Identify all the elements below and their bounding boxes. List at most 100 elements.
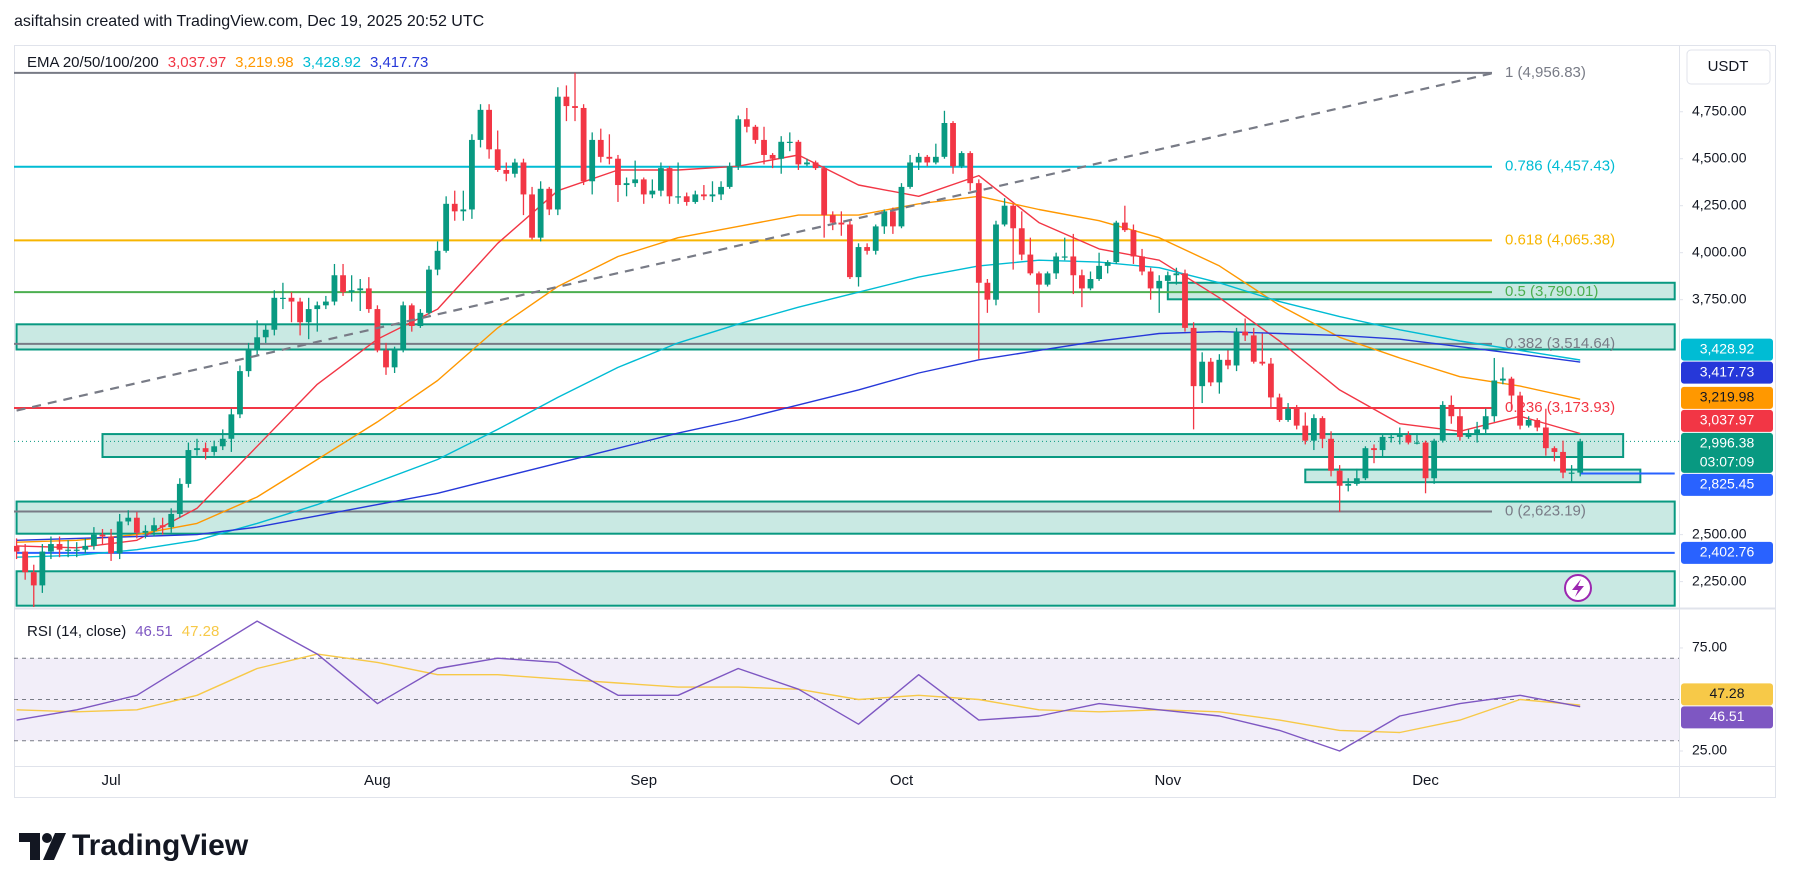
candle-body <box>305 309 312 323</box>
candle-body <box>30 572 37 586</box>
candle-body <box>82 545 89 550</box>
candle-body <box>168 513 175 528</box>
candle-body <box>176 483 183 514</box>
candle-body <box>950 123 956 167</box>
zone <box>15 323 1676 351</box>
x-tick-label: Nov <box>1154 772 1181 789</box>
candle-body <box>554 96 561 210</box>
rsi-legend: RSI (14, close) 46.51 47.28 <box>27 623 219 640</box>
y-tick-label: 2,500.00 <box>1692 525 1747 541</box>
rsi-legend-label: RSI (14, close) <box>27 623 126 640</box>
candle-body <box>769 154 776 159</box>
x-tick-label: Oct <box>890 772 914 789</box>
candle-body <box>1568 472 1575 474</box>
price-badge-label: 2,402.76 <box>1700 544 1755 560</box>
price-badge <box>1681 338 1773 361</box>
fib-label: 0.5 (3,790.01) <box>1505 283 1598 300</box>
candle-body <box>786 141 793 143</box>
candle-body <box>838 222 845 225</box>
candle-body <box>1233 331 1240 366</box>
y-tick-label: 4,000.00 <box>1692 243 1747 259</box>
candle-body <box>597 139 604 157</box>
candle-body <box>211 446 218 452</box>
candle-body <box>700 194 707 197</box>
candle-body <box>340 275 346 293</box>
price-badge-label: 03:07:09 <box>1700 454 1755 470</box>
candle-body <box>1242 331 1249 336</box>
candle-body <box>383 350 389 368</box>
candle-body <box>761 139 767 155</box>
candle-body <box>56 544 63 550</box>
candle-body <box>1379 436 1386 451</box>
candle-body <box>237 371 243 415</box>
ema-line <box>16 259 1581 558</box>
candle-body <box>1491 380 1498 417</box>
ema-legend-value: 3,417.73 <box>370 54 428 71</box>
candle-body <box>331 275 338 302</box>
price-badge-label: 47.28 <box>1709 685 1744 701</box>
ema-line <box>16 195 1581 543</box>
candle-body <box>1508 378 1515 396</box>
alert-icon[interactable] <box>1564 574 1592 602</box>
candle-body <box>1268 363 1274 398</box>
candle-body <box>365 288 372 310</box>
candle-body <box>357 288 364 291</box>
candle-body <box>469 139 475 210</box>
price-badge <box>1681 473 1773 496</box>
candle-body <box>915 156 922 163</box>
price-badge <box>1681 432 1773 473</box>
zone <box>1304 468 1642 484</box>
fib-label: 0.618 (4,065.38) <box>1505 231 1615 248</box>
candle-body <box>142 530 149 533</box>
candle-body <box>39 551 46 586</box>
candle-body <box>795 141 802 165</box>
price-badge-label: 3,428.92 <box>1700 340 1755 356</box>
candle-body <box>288 297 295 302</box>
candle-body <box>563 96 570 107</box>
ema-legend-value: 3,428.92 <box>303 54 361 71</box>
candle-body <box>1525 419 1532 426</box>
candle-body <box>1199 361 1206 387</box>
candle-body <box>486 109 493 150</box>
candle-body <box>1439 404 1446 441</box>
candle-body <box>503 169 510 174</box>
candle-body <box>1104 262 1111 266</box>
candle-body <box>374 309 381 351</box>
fib-label: 0.236 (3,173.93) <box>1505 399 1615 416</box>
candle-body <box>108 536 114 554</box>
currency-button[interactable] <box>1686 49 1771 85</box>
candle-body <box>1259 361 1266 364</box>
price-badge-label: 3,417.73 <box>1700 363 1755 379</box>
candle-body <box>1096 265 1102 280</box>
candle-body <box>1293 408 1300 426</box>
candle-body <box>1310 418 1317 441</box>
fib-label: 1 (4,956.83) <box>1505 64 1586 81</box>
candle-body <box>993 224 999 300</box>
candle-body <box>932 156 939 163</box>
ema-legend-value: 3,037.97 <box>168 54 226 71</box>
candle-body <box>1070 256 1077 276</box>
ema-legend: EMA 20/50/100/200 3,037.97 3,219.98 3,428.9… <box>27 54 428 71</box>
candle-body <box>1113 222 1120 263</box>
y-tick-label: 3,750.00 <box>1692 290 1747 306</box>
candle-body <box>683 196 690 202</box>
candle-body <box>1448 404 1455 417</box>
candle-body <box>511 162 518 174</box>
brand-logo <box>19 833 66 860</box>
candle-body <box>65 549 72 551</box>
alert-bolt <box>1572 579 1584 597</box>
fib-label: 0.382 (3,514.64) <box>1505 335 1615 352</box>
candle-body <box>778 141 785 159</box>
candle-body <box>1079 275 1085 289</box>
candle-body <box>889 211 896 227</box>
candle-body <box>821 168 828 216</box>
candle-body <box>73 549 80 551</box>
rsi-y-tick-label: 75.00 <box>1692 639 1727 655</box>
ema-legend-label: EMA 20/50/100/200 <box>27 54 159 71</box>
candle-body <box>752 126 759 140</box>
candle-body <box>537 188 544 238</box>
x-tick-label: Aug <box>364 772 391 789</box>
candle-body <box>941 123 948 157</box>
rsi-pane <box>14 620 1679 752</box>
